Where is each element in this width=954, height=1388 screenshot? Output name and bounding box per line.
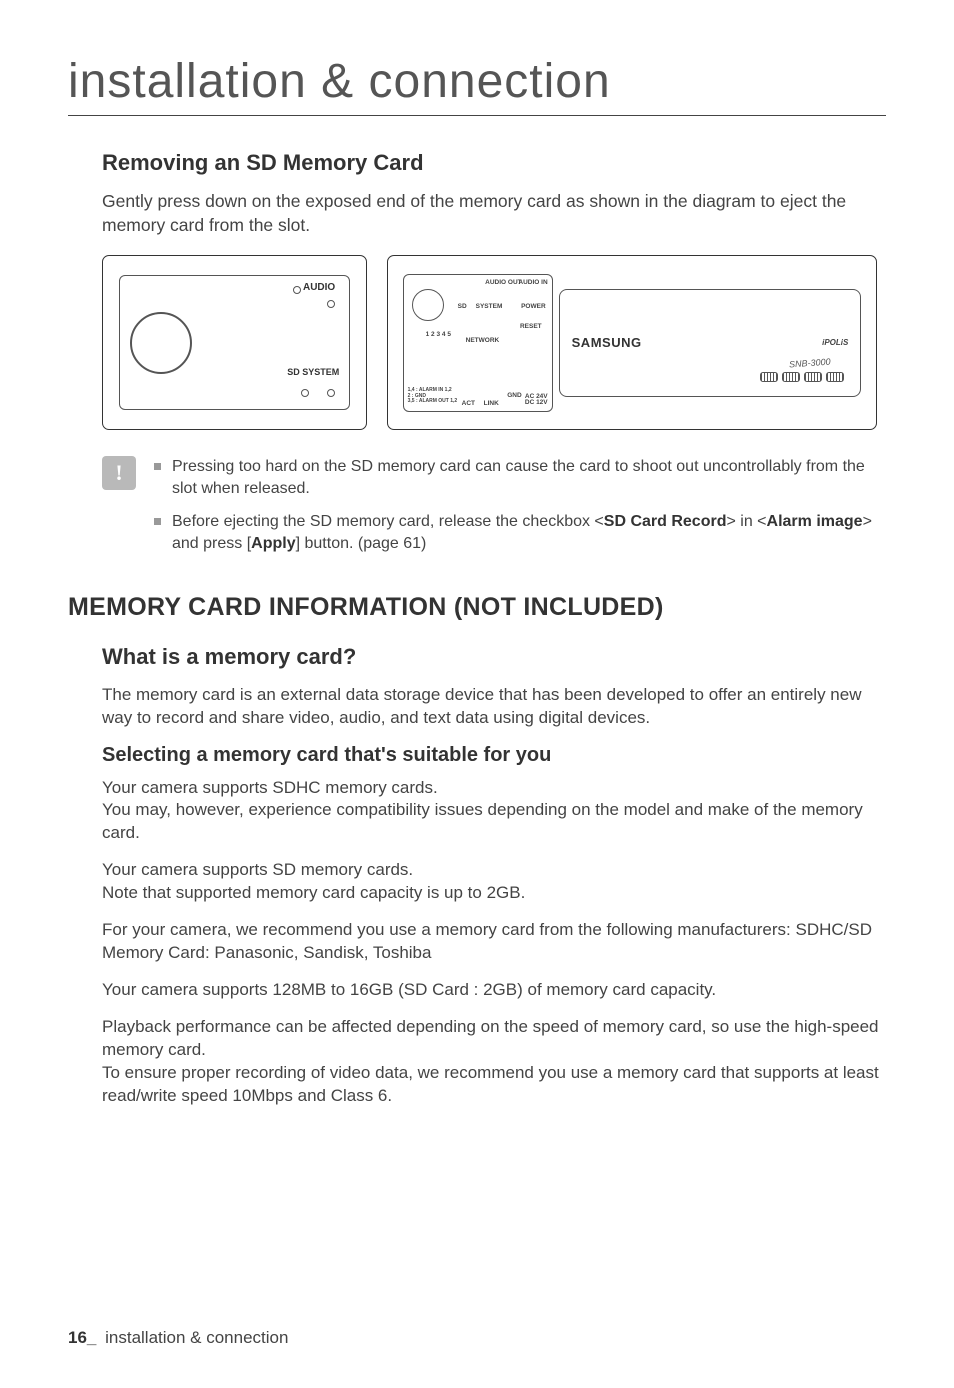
sd-label: SD [458,303,467,310]
reset-label: RESET [520,323,542,330]
power-label: POWER [521,303,546,310]
footer-label: installation & connection [105,1328,288,1347]
caution-icon: ! [102,456,136,490]
system-label: SYSTEM [476,303,503,310]
caution-text: Before ejecting the SD memory card, rele… [172,513,604,530]
caution-block: ! Pressing too hard on the SD memory car… [102,456,886,566]
audio-label: AUDIO [303,282,335,293]
alarm-image-label: Alarm image [767,513,863,530]
what-is-body: The memory card is an external data stor… [102,684,886,730]
diagram-row: AUDIO SD SYSTEM AUDIO OUT AUDIO IN SD SY… [102,255,886,430]
caution-list: Pressing too hard on the SD memory card … [154,456,886,566]
audio-out-label: AUDIO OUT [485,279,521,286]
ac-label: AC 24V DC 12V [525,394,548,407]
selecting-p2: Your camera supports SD memory cards. No… [102,859,886,905]
port-dot-icon [293,286,301,294]
vent-icon [804,372,822,382]
selecting-p1: Your camera supports SDHC memory cards. … [102,777,886,846]
lens-ring-icon [130,312,192,374]
rear-panel-icon: AUDIO OUT AUDIO IN SD SYSTEM POWER RESET… [403,274,553,412]
vent-icon [760,372,778,382]
link-label: LINK [484,400,499,407]
caution-text: > in < [726,513,766,530]
diagram-right: AUDIO OUT AUDIO IN SD SYSTEM POWER RESET… [387,255,877,430]
selecting-p4: Your camera supports 128MB to 16GB (SD C… [102,979,886,1002]
alarm-label: 1,4 : ALARM IN 1,2 2 : GND 3,5 : ALARM O… [408,388,458,405]
camera-back-sketch: AUDIO SD SYSTEM [119,275,350,410]
selecting-heading: Selecting a memory card that's suitable … [102,744,886,767]
brand-label: SAMSUNG [572,335,642,350]
network-label: NETWORK [466,337,500,344]
sd-system-label: SD SYSTEM [287,367,339,377]
vents-icon [760,372,844,382]
sd-card-record-label: SD Card Record [604,513,727,530]
apply-label: Apply [251,535,295,552]
selecting-p3: For your camera, we recommend you use a … [102,919,886,965]
terminal-nums: 1 2 3 4 5 [426,331,451,338]
ipolis-label: iPOLiS [822,338,848,347]
what-is-heading: What is a memory card? [102,644,886,670]
audio-in-label: AUDIO IN [518,279,547,286]
exclaim-icon: ! [115,460,122,486]
removing-heading: Removing an SD Memory Card [102,150,886,176]
port-dot-icon [327,300,335,308]
port-dot-icon [301,389,309,397]
diagram-left: AUDIO SD SYSTEM [102,255,367,430]
port-dot-icon [327,389,335,397]
vent-icon [826,372,844,382]
lens-dot-icon [412,289,444,321]
model-label: SNB-3000 [789,356,831,369]
page-footer: 16_ installation & connection [68,1328,288,1348]
removing-body: Gently press down on the exposed end of … [102,190,886,237]
camera-side-sketch: AUDIO OUT AUDIO IN SD SYSTEM POWER RESET… [403,274,862,412]
act-label: ACT [462,400,475,407]
caution-item: Before ejecting the SD memory card, rele… [154,511,886,554]
camera-body-icon: SAMSUNG iPOLiS SNB-3000 [559,289,862,397]
gnd-label: GND [507,392,521,399]
memory-card-section-title: MEMORY CARD INFORMATION (NOT INCLUDED) [68,593,886,622]
page-title: installation & connection [68,54,886,116]
page-number: 16_ [68,1328,96,1347]
caution-text: ] button. (page 61) [296,535,427,552]
vent-icon [782,372,800,382]
selecting-p5: Playback performance can be affected dep… [102,1016,886,1108]
caution-item: Pressing too hard on the SD memory card … [154,456,886,499]
